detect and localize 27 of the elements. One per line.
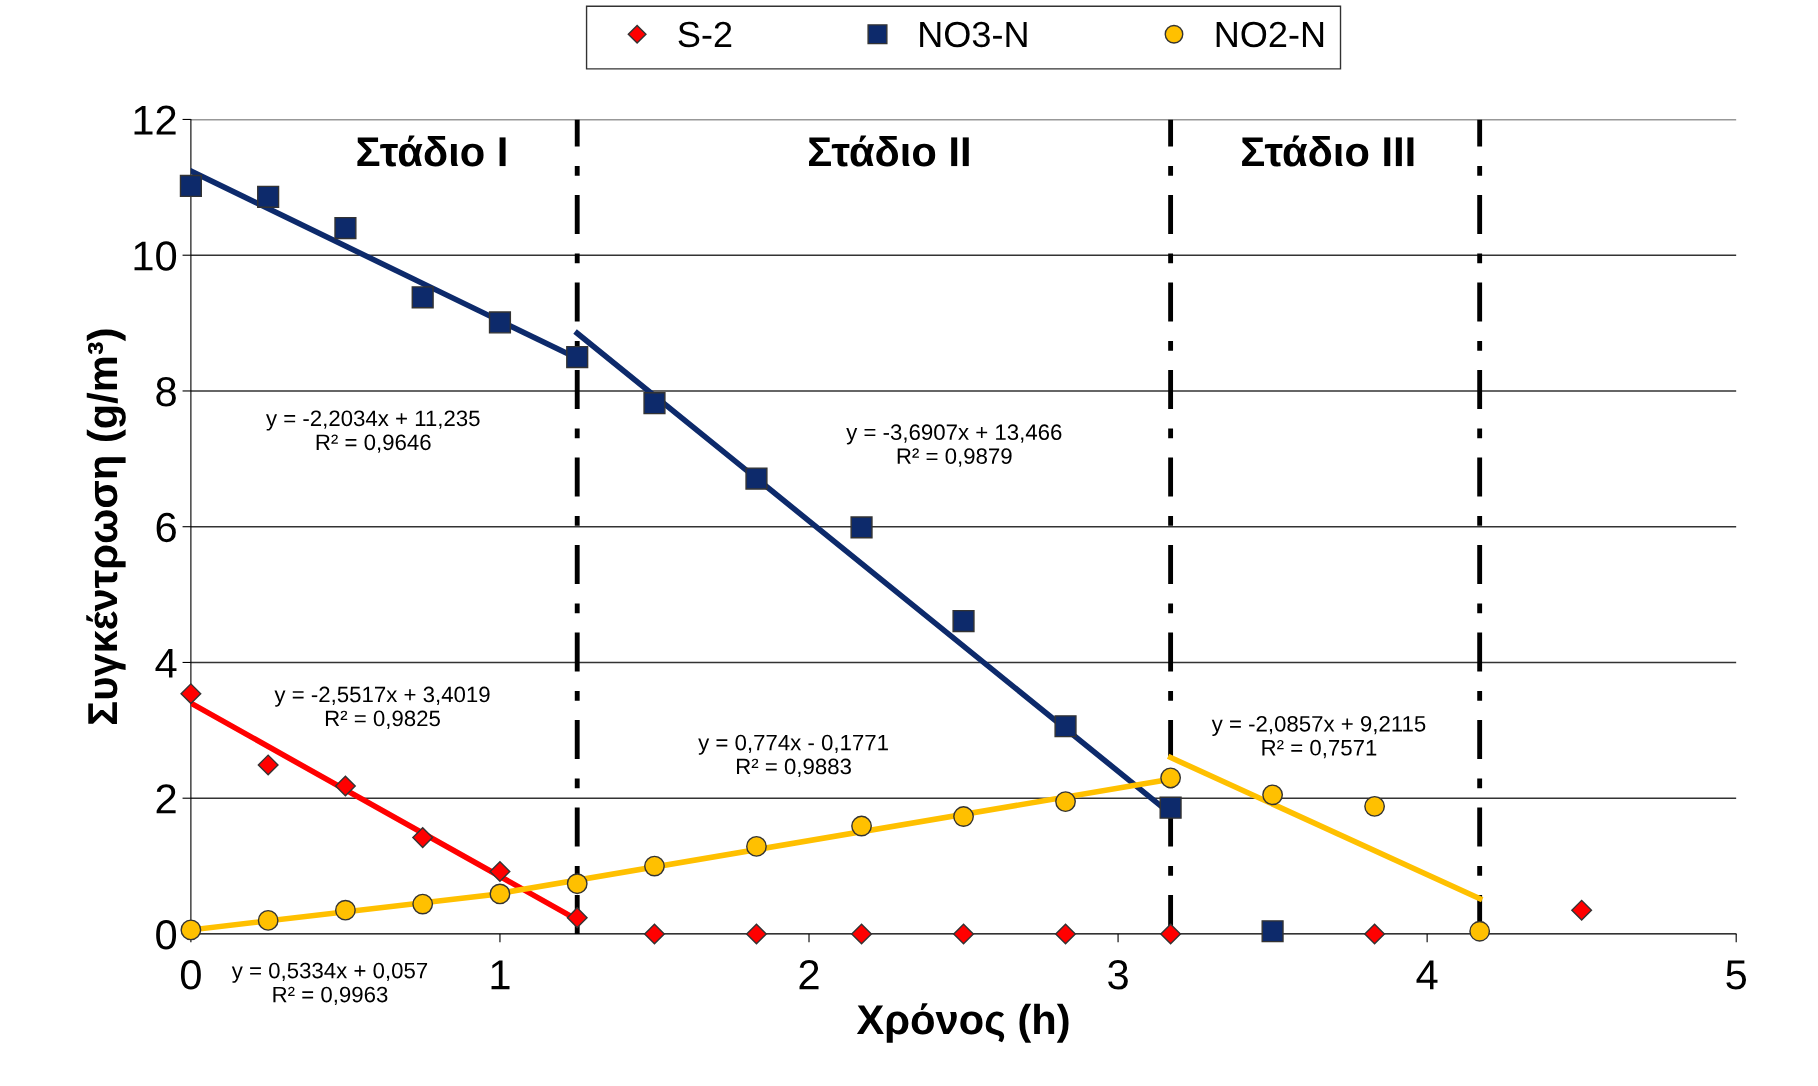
annotation: y = 0,774x - 0,1771 R² = 0,9883 <box>698 734 888 777</box>
y-axis-title: Συγκέντρωση (g/m³) <box>86 329 126 725</box>
text: y = 0,5334x + 0,057 R² = 0,9963 <box>231 962 428 1006</box>
annotation: Στάδιο I <box>357 135 506 167</box>
y-tick-label: 0 <box>156 919 177 950</box>
y-tick-label: 6 <box>156 512 176 543</box>
legend-label: NO3-N <box>920 21 1027 48</box>
x-tick-label: 3 <box>1108 960 1128 990</box>
legend-label: S-2 <box>678 21 732 48</box>
annotation: y = -2,5517x + 3,4019 R² = 0,9825 <box>274 686 490 729</box>
annotation: y = -2,2034x + 11,235 R² = 0,9646 <box>266 410 480 453</box>
y-tick-label: 12 <box>134 105 176 135</box>
x-tick-label: 4 <box>1416 960 1438 990</box>
x-tick-label: 5 <box>1726 960 1747 990</box>
y-tick-label: 8 <box>156 376 176 407</box>
x-tick-label: 0 <box>180 960 201 990</box>
legend-label: NO2-N <box>1216 21 1324 48</box>
y-tick-label: 10 <box>134 241 177 271</box>
x-tick-label: 1 <box>491 960 510 990</box>
x-axis-title: Χρόνος (h) <box>856 1003 1069 1043</box>
annotation: Στάδιο II <box>809 135 969 167</box>
y-tick-label: 2 <box>156 784 176 814</box>
x-tick-label: 2 <box>799 960 819 990</box>
annotation: y = -2,0857x + 9,2115 R² = 0,7571 <box>1211 715 1426 759</box>
annotation: y = -3,6907x + 13,466 R² = 0,9879 <box>846 424 1062 467</box>
annotation: Στάδιο III <box>1242 135 1414 167</box>
y-tick-label: 4 <box>155 648 177 678</box>
